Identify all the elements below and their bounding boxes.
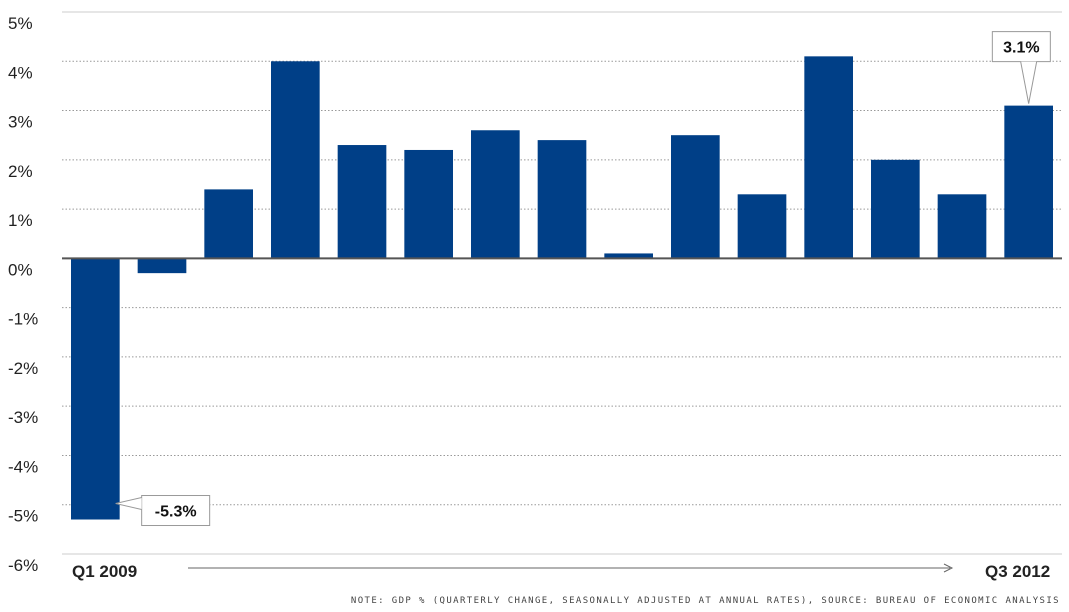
- y-tick-label: 0%: [8, 260, 33, 279]
- callout-label: 3.1%: [1003, 40, 1039, 57]
- bar: [804, 56, 853, 259]
- callout: -5.3%: [115, 495, 211, 527]
- bar: [204, 189, 253, 259]
- y-tick-label: 5%: [8, 14, 33, 33]
- callout-box: [141, 495, 211, 527]
- y-tick-label: 3%: [8, 113, 33, 132]
- y-tick-label: -5%: [8, 507, 38, 526]
- bar: [271, 61, 320, 259]
- bar: [137, 258, 187, 274]
- gdp-bar-chart: 5% 4% 3% 2% 1% 0% -1% -2% -3% -4% -5% -6% -5.3% 3.1%…: [8, 11, 1062, 581]
- source-note: NOTE: GDP % (QUARTERLY CHANGE, SEASONALL…: [350, 596, 1060, 606]
- callout-pointer: [1020, 61, 1038, 104]
- bar: [1004, 105, 1053, 259]
- callout-label: -5.3%: [155, 504, 197, 521]
- bar: [871, 159, 920, 259]
- x-axis-arrow-head: [943, 563, 954, 573]
- bar: [71, 258, 120, 520]
- x-start-label: Q1 2009: [72, 562, 137, 581]
- bar: [671, 135, 720, 259]
- callout: 3.1%: [991, 31, 1051, 104]
- bar: [604, 253, 653, 259]
- y-axis-labels: 5% 4% 3% 2% 1% 0% -1% -2% -3% -4% -5% -6%: [8, 14, 38, 575]
- bar: [737, 194, 787, 259]
- bar: [404, 149, 453, 259]
- y-tick-label: -2%: [8, 359, 38, 378]
- bars: [71, 56, 1053, 520]
- bar: [337, 145, 387, 259]
- y-tick-label: -1%: [8, 310, 38, 329]
- bar: [471, 130, 520, 259]
- y-tick-label: -4%: [8, 457, 38, 476]
- gridlines: [62, 11, 1062, 555]
- bar: [937, 194, 987, 259]
- y-tick-label: 2%: [8, 162, 33, 181]
- x-axis: Q1 2009 Q3 2012: [72, 562, 1050, 581]
- y-tick-label: 1%: [8, 211, 33, 230]
- y-tick-label: -3%: [8, 408, 38, 427]
- callout-box: [991, 31, 1051, 63]
- y-tick-label: 4%: [8, 63, 33, 82]
- x-end-label: Q3 2012: [985, 562, 1050, 581]
- bar: [537, 140, 587, 259]
- callouts: -5.3% 3.1%: [115, 31, 1051, 527]
- callout-pointer: [115, 497, 142, 510]
- y-tick-label: -6%: [8, 556, 38, 575]
